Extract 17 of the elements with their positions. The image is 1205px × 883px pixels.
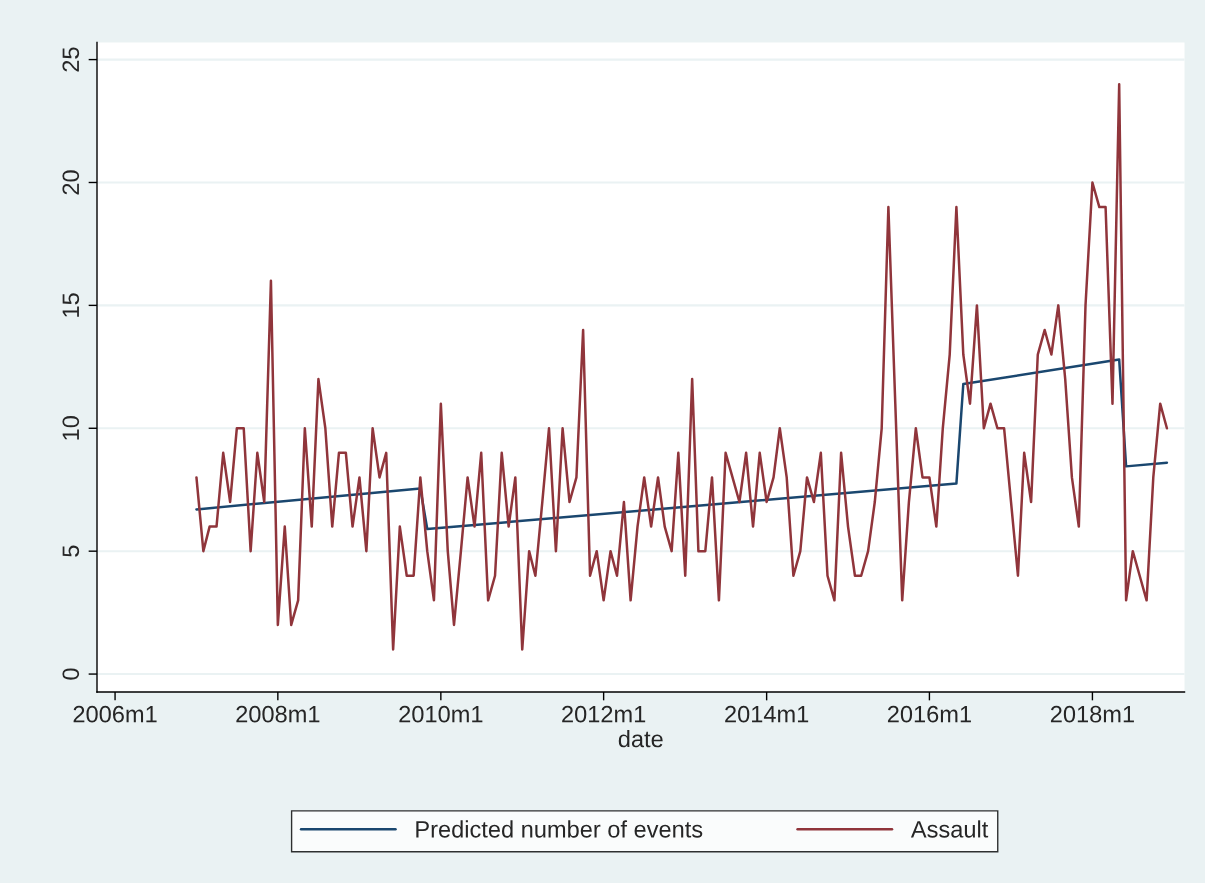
line-series [195, 82, 1169, 651]
y-tick-label: 15 [62, 293, 80, 317]
y-tick-label: 20 [62, 170, 80, 195]
x-tick-label: 2018m1 [1050, 705, 1134, 723]
x-tick-label: 2014m1 [725, 705, 809, 723]
x-axis-title: date [618, 729, 663, 748]
legend-label: Assault [910, 820, 989, 838]
y-tick-label: 5 [62, 545, 80, 557]
x-tick-label: 2008m1 [236, 705, 320, 723]
x-tick-label: 2010m1 [399, 705, 483, 723]
y-tick-label: 0 [62, 668, 80, 680]
x-tick-label: 2006m1 [73, 705, 157, 723]
x-tick-label: 2016m1 [887, 705, 971, 723]
y-tick-label: 25 [62, 47, 80, 72]
y-tick-label: 10 [62, 416, 80, 440]
legend-label: Predicted number of events [416, 820, 703, 838]
x-tick-label: 2012m1 [562, 705, 646, 723]
